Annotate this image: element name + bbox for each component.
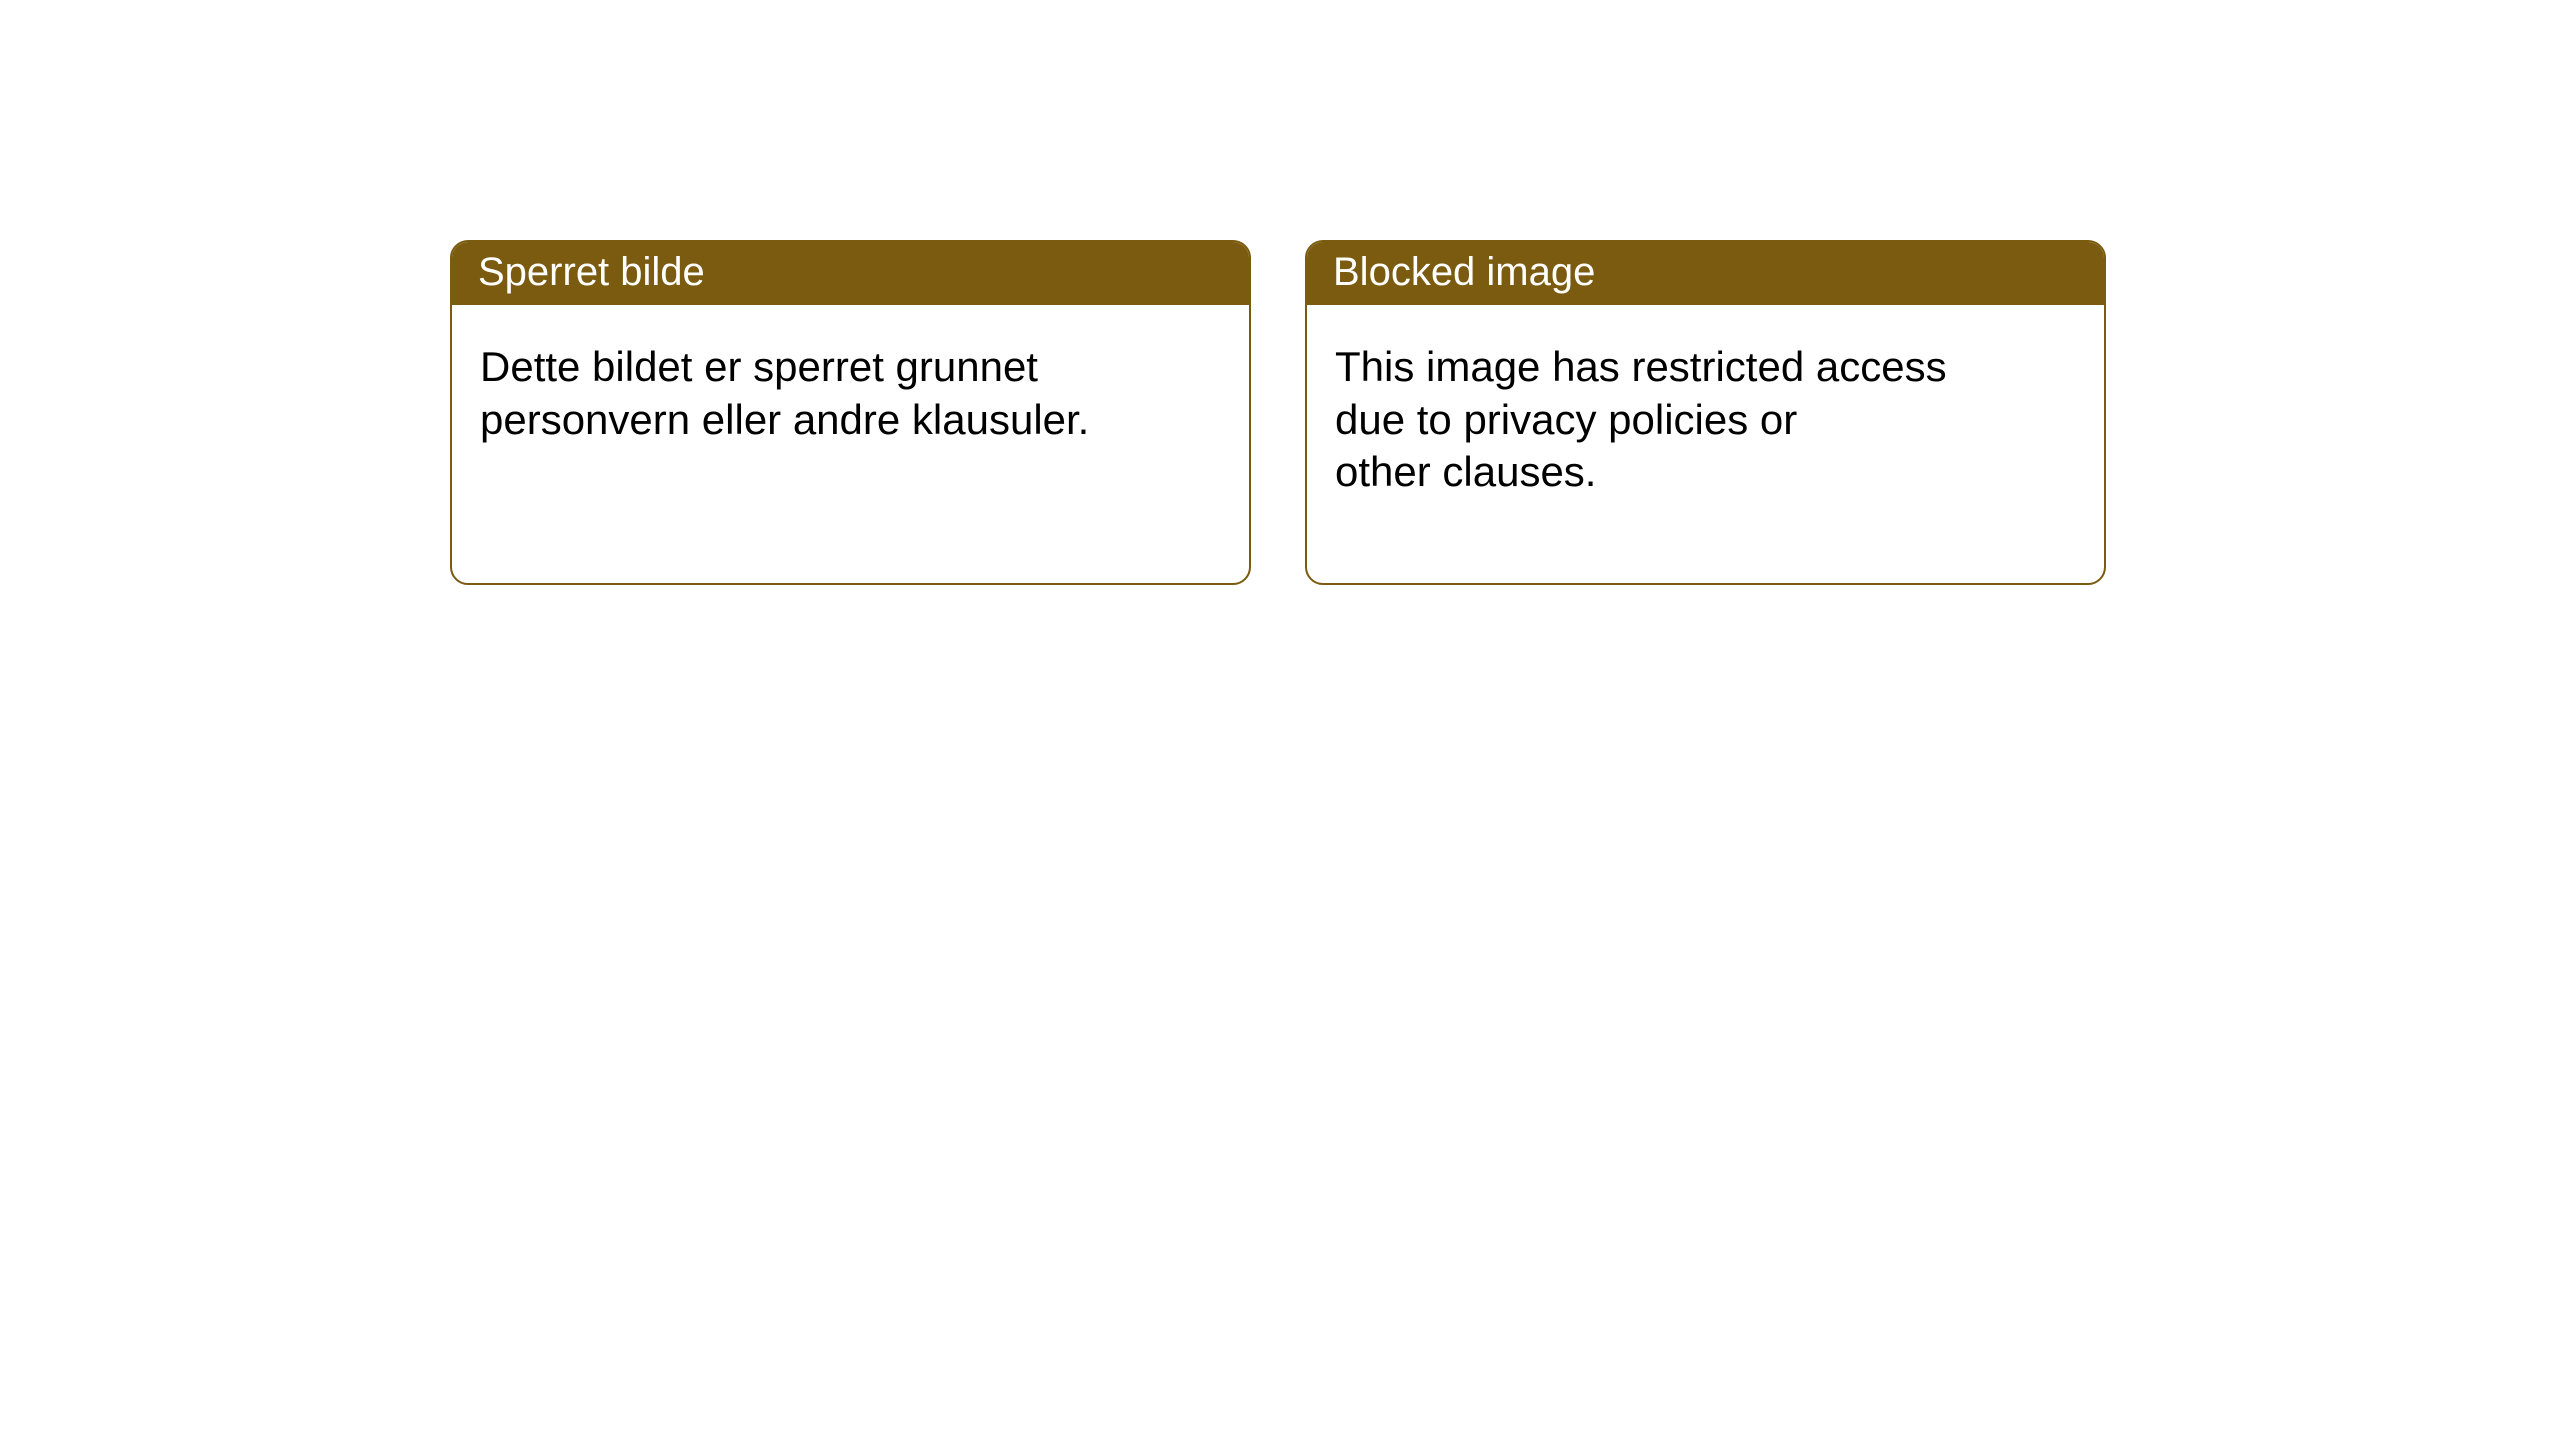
notice-header-no: Sperret bilde [452, 242, 1249, 305]
notice-card-en: Blocked image This image has restricted … [1305, 240, 2106, 585]
notice-card-no: Sperret bilde Dette bildet er sperret gr… [450, 240, 1251, 585]
notice-body-en: This image has restricted access due to … [1307, 305, 2104, 583]
notice-body-no: Dette bildet er sperret grunnet personve… [452, 305, 1249, 530]
notice-container: Sperret bilde Dette bildet er sperret gr… [0, 0, 2560, 585]
notice-header-en: Blocked image [1307, 242, 2104, 305]
